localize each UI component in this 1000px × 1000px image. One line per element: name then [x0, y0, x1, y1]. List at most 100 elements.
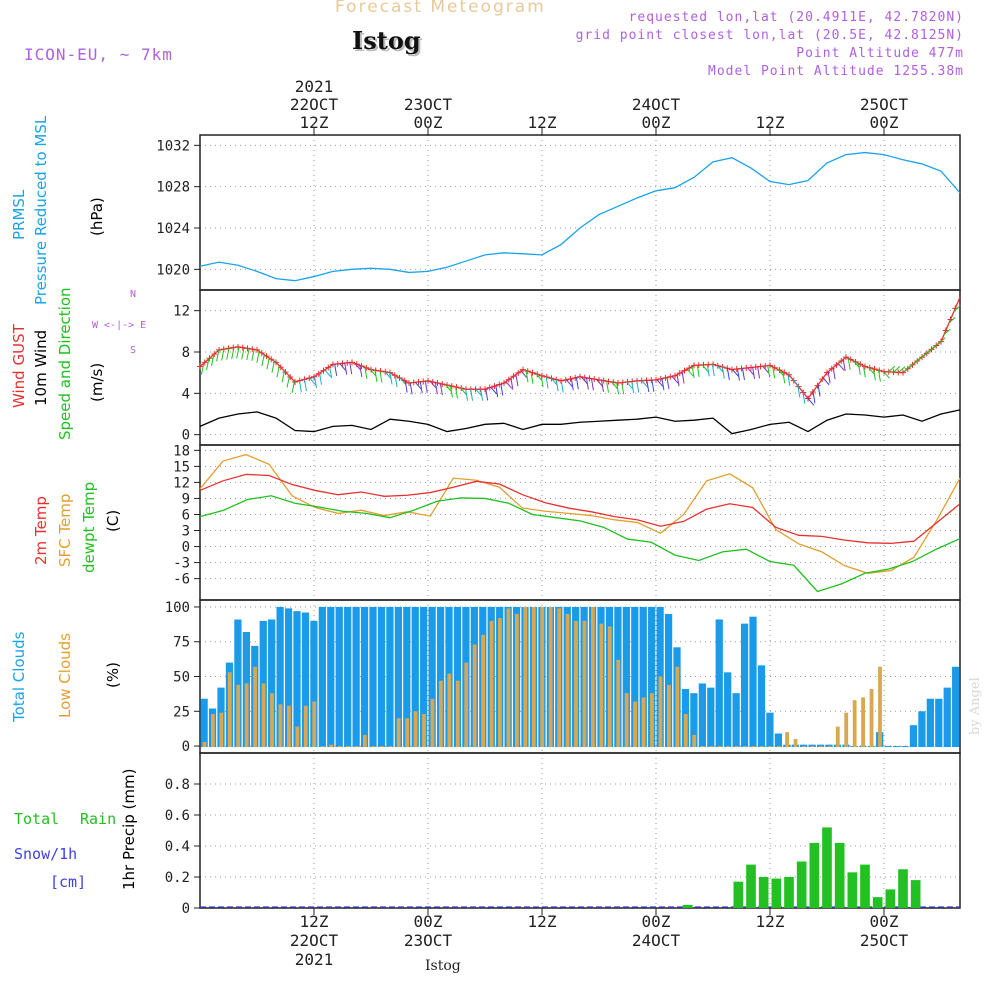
gridpoint-coords: grid point closest lon,lat (20.5E, 42.81… — [575, 28, 964, 43]
sfc-temp-line — [199, 453, 961, 574]
wind-arrow — [404, 380, 408, 393]
wind-arrow — [530, 372, 534, 384]
wind-arrow — [591, 378, 594, 391]
gust-marker — [729, 366, 735, 373]
wind-arrow — [656, 379, 664, 387]
wind-arrow — [271, 361, 275, 373]
compass-n: N — [130, 289, 137, 300]
total-cloud-bar — [892, 746, 901, 748]
gust-marker — [824, 369, 830, 376]
ytick-label-precip: 0.6 — [165, 808, 190, 824]
rain-bar — [847, 872, 858, 908]
wind-arrow — [636, 380, 640, 393]
wind-arrow — [339, 363, 347, 371]
ytick-label-clouds: 75 — [173, 635, 190, 651]
gust-marker — [515, 369, 522, 376]
low-cloud-bar — [599, 623, 604, 748]
top-hour-label: 12Z — [300, 113, 329, 132]
low-cloud-bar — [557, 608, 561, 748]
low-cloud-bar — [590, 606, 595, 748]
wind-arrow — [686, 368, 694, 377]
panel-frame-precip — [199, 752, 961, 909]
low-cloud-bar — [675, 666, 680, 748]
low-cloud-bar — [489, 620, 494, 748]
wind-arrow — [475, 388, 483, 397]
low-cloud-bar — [227, 672, 232, 748]
rain-bar — [834, 842, 845, 908]
total-cloud-bar — [639, 606, 647, 748]
wind-arrow — [510, 378, 514, 390]
wind-arrow — [797, 385, 801, 398]
bottom-year-label: 2021 — [295, 950, 334, 969]
wind-arrow — [460, 387, 467, 396]
gust-marker — [781, 369, 788, 376]
gust-marker — [862, 363, 868, 370]
wind-arrow — [384, 371, 392, 379]
wind-arrow — [374, 370, 378, 382]
low-cloud-bar — [210, 714, 215, 748]
gust-marker — [391, 372, 398, 379]
wind-arrow — [379, 370, 383, 383]
wind-arrow — [286, 376, 290, 388]
gust-marker — [567, 375, 574, 382]
wind-arrow — [535, 373, 543, 381]
total-cloud-bar — [757, 665, 766, 748]
wind-arrow — [621, 382, 625, 395]
rain-bar — [682, 904, 693, 908]
wind-arrow — [236, 346, 240, 359]
gust-marker — [681, 367, 688, 374]
total-cloud-bar — [816, 744, 825, 748]
low-cloud-bar — [396, 718, 401, 748]
total-cloud-bar — [436, 606, 445, 748]
wind-arrow — [445, 384, 452, 392]
total-cloud-bar — [327, 606, 335, 748]
wind-arrow — [555, 379, 559, 392]
wind-arrow — [465, 389, 469, 401]
wind-arrow — [742, 368, 745, 381]
total-cloud-bar — [622, 606, 630, 748]
wind-arrow — [231, 347, 235, 359]
low-cloud-bar — [346, 746, 350, 748]
wind-arrow — [747, 367, 754, 375]
gust-marker — [206, 355, 213, 362]
low-cloud-bar — [498, 618, 502, 748]
gust-marker — [254, 346, 260, 353]
wind-arrow — [429, 381, 437, 389]
wind-arrow — [540, 375, 544, 388]
wind-arrow — [661, 378, 665, 391]
temp-2m-line — [199, 473, 961, 544]
wind-arrow — [837, 363, 845, 371]
gust-marker — [733, 366, 740, 373]
total-cloud-bar — [909, 725, 918, 748]
wind-arrow — [671, 376, 679, 384]
low-cloud-bar — [759, 746, 764, 748]
dewpt-temp-line — [199, 495, 961, 593]
gust-marker — [786, 371, 792, 378]
low-cloud-bar — [768, 746, 773, 748]
gust-marker — [425, 377, 431, 384]
gust-marker — [520, 366, 526, 373]
gust-marker — [577, 373, 583, 380]
total-cloud-bar — [360, 606, 369, 748]
rain-bar — [809, 842, 820, 908]
gust-marker — [239, 344, 246, 351]
wind-arrow — [716, 365, 724, 373]
wind-arrow — [500, 383, 504, 396]
low-cloud-bar — [548, 606, 553, 748]
gust-marker — [406, 380, 412, 386]
wind-arrow — [893, 366, 901, 373]
wind-arrow — [772, 366, 776, 379]
rain-bar — [796, 861, 807, 908]
gust-marker — [615, 380, 621, 386]
low-cloud-bar — [278, 704, 283, 748]
top-hour-label: 12Z — [528, 113, 557, 132]
wind-arrow — [948, 316, 956, 324]
gust-marker — [686, 365, 693, 372]
ytick-label-clouds: 50 — [173, 670, 190, 686]
total-cloud-bar — [352, 606, 360, 748]
wind-arrow — [570, 378, 574, 391]
low-cloud-bar — [270, 693, 274, 748]
low-cloud-bar — [447, 673, 452, 748]
top-day-label: 24OCT — [632, 95, 681, 114]
low-cloud-bar — [481, 634, 485, 748]
